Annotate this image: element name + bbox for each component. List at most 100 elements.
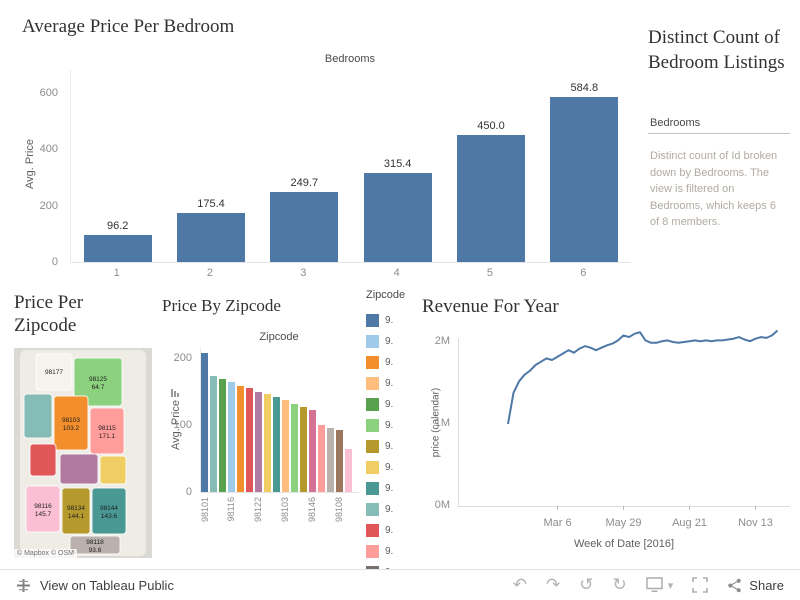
zipcode-bar[interactable]	[210, 376, 217, 492]
download-caret-icon: ▾	[667, 578, 674, 592]
legend-item-label: 9.	[385, 336, 394, 347]
sort-icon[interactable]	[171, 388, 180, 398]
revert-button[interactable]: ↺	[579, 574, 594, 595]
map-region[interactable]	[23, 393, 53, 439]
map-region[interactable]	[25, 485, 61, 533]
bedroom-bar[interactable]	[550, 97, 619, 262]
zipcode-bar[interactable]	[201, 353, 208, 492]
fullscreen-button[interactable]	[692, 577, 709, 593]
redo-button[interactable]: ↷	[546, 574, 561, 595]
x-tick-label: 1	[113, 267, 120, 279]
legend-item[interactable]: 9.	[366, 352, 424, 373]
bedroom-column-header: Bedrooms	[324, 53, 376, 65]
zipcode-bar[interactable]	[255, 391, 262, 492]
refresh-button[interactable]: ↻	[612, 574, 627, 595]
bedroom-bar-group: 450.0	[444, 70, 537, 262]
zipcode-bar[interactable]	[336, 430, 343, 492]
zipcode-column-header: Zipcode	[259, 331, 299, 343]
legend-item[interactable]: 9.	[366, 415, 424, 436]
zipcode-map[interactable]: 98177 98125 64.7 98103 103.2 98115 171.1 98116 1…	[14, 348, 152, 558]
bedroom-chart-title: Average Price Per Bedroom	[22, 16, 235, 37]
zipcode-bar[interactable]	[327, 427, 334, 492]
legend-item[interactable]: 9.	[366, 373, 424, 394]
zipcode-bar[interactable]	[273, 396, 280, 492]
map-region[interactable]	[69, 535, 121, 555]
distinct-field-label: Bedrooms	[650, 117, 701, 129]
map-region[interactable]	[61, 487, 91, 535]
revenue-axes	[458, 338, 790, 507]
zipcode-bar[interactable]	[264, 394, 271, 492]
zipcode-bar[interactable]	[318, 425, 325, 492]
legend-item-label: 9.	[385, 525, 394, 536]
map-region-value-label: 64.7	[92, 384, 105, 391]
legend-item[interactable]: 9.	[366, 562, 424, 569]
legend-item[interactable]: 9.	[366, 541, 424, 562]
zipcode-bar[interactable]	[309, 410, 316, 492]
map-region[interactable]	[53, 395, 89, 451]
bar-value-label: 96.2	[106, 219, 129, 232]
y-tick-label: 200	[173, 352, 192, 364]
map-region[interactable]	[99, 455, 127, 485]
legend-item-label: 9.	[385, 399, 394, 410]
revenue-line[interactable]	[507, 329, 779, 425]
zipcode-bar[interactable]	[300, 406, 307, 492]
legend-swatch	[366, 503, 379, 516]
bedroom-bar[interactable]	[83, 234, 152, 262]
map-region[interactable]	[29, 443, 57, 477]
legend-swatch	[366, 440, 379, 453]
map-region[interactable]	[35, 353, 73, 391]
zipcode-bar[interactable]	[282, 400, 289, 492]
legend-item-label: 9.	[385, 567, 393, 569]
undo-button[interactable]: ↶	[512, 574, 528, 595]
map-attribution[interactable]: © Mapbox © OSM	[14, 549, 77, 558]
bedroom-bar[interactable]	[270, 191, 339, 262]
legend-item[interactable]: 9.	[366, 499, 424, 520]
y-tick-label: 2M	[434, 335, 450, 347]
x-tick-label: 4	[393, 267, 400, 279]
bedroom-bar[interactable]	[456, 135, 525, 262]
zipcode-bar[interactable]	[345, 449, 352, 492]
bedroom-bar-group: 584.8	[538, 70, 631, 262]
map-region-zip-label: 98118	[86, 539, 104, 546]
legend-item-label: 9.	[385, 546, 394, 557]
zipcode-bar[interactable]	[237, 385, 244, 492]
map-region[interactable]	[91, 487, 127, 535]
revenue-chart-title: Revenue For Year	[422, 296, 559, 317]
legend-item[interactable]: 9.	[366, 394, 424, 415]
share-icon	[728, 578, 742, 592]
download-button[interactable]: ▾	[646, 577, 674, 593]
x-tick-label: Nov 13	[738, 517, 773, 529]
legend-item-label: 9.	[385, 378, 394, 389]
bedroom-bar-group: 315.4	[351, 70, 444, 262]
legend-swatch	[366, 524, 379, 537]
bedroom-bar[interactable]	[363, 173, 432, 262]
zipcode-bar[interactable]	[219, 379, 226, 492]
legend-item[interactable]: 9.	[366, 436, 424, 457]
display-icon	[646, 577, 663, 592]
legend-item[interactable]: 9.	[366, 520, 424, 541]
map-region[interactable]	[89, 407, 125, 455]
legend-item[interactable]: 9.	[366, 331, 424, 352]
x-tick-label: 2	[206, 267, 214, 279]
bedroom-bar-group: 96.2	[71, 70, 164, 262]
y-tick-label: 600	[39, 87, 58, 99]
zipcode-bar[interactable]	[246, 388, 253, 492]
map-region[interactable]	[73, 357, 123, 407]
share-button[interactable]: Share	[727, 578, 784, 593]
legend-swatch	[366, 482, 379, 495]
zipcode-y-axis-label: Avg. Price	[170, 379, 182, 459]
zipcode-chart-title: Price By Zipcode	[162, 296, 281, 315]
map-region-zip-label: 98177	[45, 369, 63, 376]
zipcode-bar[interactable]	[228, 382, 235, 492]
y-tick-label: 0	[185, 486, 192, 498]
legend-item[interactable]: 9.	[366, 478, 424, 499]
legend-item[interactable]: 9.	[366, 457, 424, 478]
bar-value-label: 584.8	[570, 82, 599, 95]
zipcode-bar[interactable]	[291, 404, 298, 492]
x-tick-label: May 29	[605, 517, 642, 529]
bedroom-bar-group: 175.4	[164, 70, 257, 262]
map-region[interactable]	[59, 453, 99, 485]
legend-item[interactable]: 9.	[366, 310, 424, 331]
view-on-tableau-public-link[interactable]: View on Tableau Public	[16, 578, 174, 593]
bedroom-bar[interactable]	[176, 212, 245, 262]
